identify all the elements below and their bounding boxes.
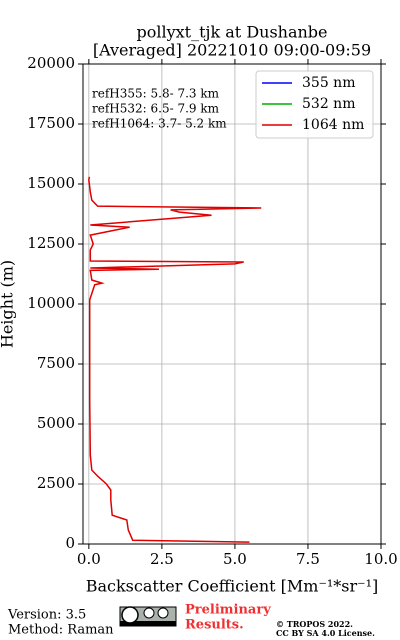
y-tick-label: 10000 — [27, 294, 75, 312]
y-axis-label: Height (m) — [0, 260, 17, 348]
legend-label: 532 nm — [302, 96, 355, 112]
x-tick-label: 2.5 — [150, 550, 174, 568]
y-tick-label: 2500 — [37, 474, 75, 492]
chart-title: pollyxt_tjk at Dushanbe — [136, 23, 327, 42]
x-tick-label: 0.0 — [77, 550, 101, 568]
y-tick-label: 0 — [65, 534, 75, 552]
preliminary: Results. — [185, 618, 244, 633]
annotation: refH355: 5.8- 7.3 km — [92, 87, 220, 101]
license: CC BY SA 4.0 License. — [276, 628, 375, 638]
preliminary: Preliminary — [185, 603, 271, 618]
license: © TROPOS 2022. — [276, 619, 353, 629]
legend-label: 1064 nm — [302, 117, 364, 133]
version: Version: 3.5 — [7, 608, 86, 623]
y-tick-label: 17500 — [27, 114, 75, 132]
legend-label: 355 nm — [302, 75, 355, 91]
y-tick-label: 5000 — [37, 414, 75, 432]
chart-title: [Averaged] 20221010 09:00-09:59 — [93, 41, 371, 60]
x-tick-label: 10.0 — [364, 550, 397, 568]
method: Method: Raman — [8, 623, 114, 638]
x-tick-label: 7.5 — [296, 550, 320, 568]
y-tick-label: 7500 — [37, 354, 75, 372]
x-axis-label: Backscatter Coefficient [Mm⁻¹*sr⁻¹] — [86, 577, 379, 596]
annotation: refH532: 6.5- 7.9 km — [92, 102, 220, 116]
cc-logo — [119, 606, 177, 627]
annotation: refH1064: 3.7- 5.2 km — [92, 117, 227, 131]
x-tick-label: 5.0 — [223, 550, 247, 568]
y-tick-label: 12500 — [27, 234, 75, 252]
y-tick-label: 20000 — [27, 54, 75, 72]
plot-frame — [82, 63, 382, 545]
legend-box — [255, 70, 374, 139]
profile-line — [88, 176, 262, 543]
y-tick-label: 15000 — [27, 174, 75, 192]
